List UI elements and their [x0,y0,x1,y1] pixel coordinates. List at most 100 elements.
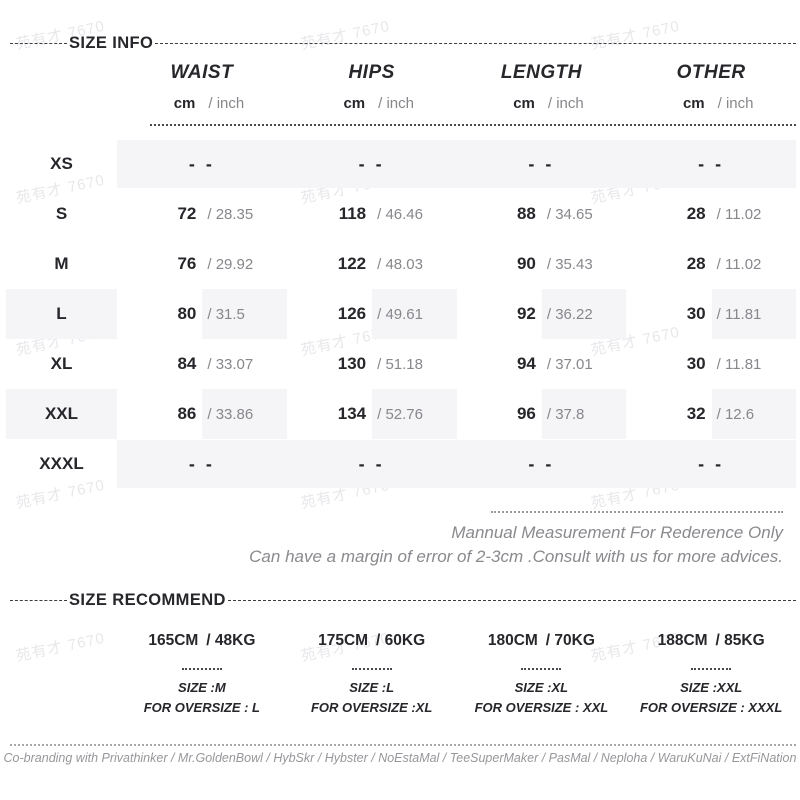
dash-placeholder: - - [698,153,725,174]
inch-value: / 36.22 [541,289,627,339]
cm-value: 28 [686,254,706,273]
table-cell: - - [117,139,287,189]
recommended-oversize: FOR OVERSIZE : XXL [474,700,609,715]
size-label: S [55,204,68,223]
inch-value: / 33.07 [207,355,254,373]
dotted-rule [691,668,732,670]
table-cell: - - [626,139,796,189]
size-table: XS - - - - - - - - [6,139,796,489]
size-label: L [6,289,117,339]
dotted-rule [351,668,392,670]
table-cell: - - [117,439,287,489]
label-column-spacer [6,95,117,112]
inch-value: / 51.18 [377,355,423,373]
inch-value: / 46.46 [377,205,423,223]
unit-cm-label: cm [513,95,535,112]
unit-inch-label: / inch [547,95,584,112]
size-label: XL [50,354,73,373]
recommend-block: 188CM / 85KG SIZE :XXL FOR OVERSIZE : XX… [626,631,796,715]
inch-value: / 11.02 [716,205,762,223]
dotted-rule [181,668,222,670]
unit-cell: cm / inch [287,95,457,112]
inch-value: / 48.03 [377,255,423,273]
height-weight: 165CM / 48KG [148,631,255,651]
table-row-s: S 72 / 28.35 118 / 46.46 88 / 34.65 28 /… [6,189,796,239]
cm-value: 76 [177,254,197,273]
recommended-size: SIZE :XL [514,680,569,695]
weight-value: / 70KG [545,632,595,649]
cm-value: 130 [337,354,367,373]
cm-value: 84 [177,354,197,373]
inch-value: / 37.8 [541,389,627,439]
measurement-note-line2: Can have a margin of error of 2-3cm .Con… [249,547,783,566]
dash-placeholder: - - [188,153,215,174]
height-value: 175CM [318,632,369,649]
recommend-block: 180CM / 70KG SIZE :XL FOR OVERSIZE : XXL [457,631,627,715]
unit-cell: cm / inch [457,95,627,112]
size-recommend-heading: SIZE RECOMMEND [10,591,796,609]
measurement-note-line1: Mannual Measurement For Rederence Only [451,523,783,542]
table-row-m: M 76 / 29.92 122 / 48.03 90 / 35.43 28 /… [6,239,796,289]
cm-value: 30 [686,354,706,373]
units-row: cm / inch cm / inch cm / inch cm / inch [6,95,796,112]
recommended-oversize: FOR OVERSIZE :XL [310,700,433,715]
table-cell: 80 / 31.5 [117,289,287,339]
inch-value: / 52.76 [372,389,457,439]
size-info-heading: SIZE INFO [10,34,796,52]
height-value: 180CM [487,632,538,649]
column-header-length: LENGTH [500,62,582,83]
inch-value: / 11.81 [716,355,762,373]
height-weight: 188CM / 85KG [658,631,765,651]
recommended-oversize: FOR OVERSIZE : L [143,700,261,715]
size-label: XXL [6,389,117,439]
column-header-other: OTHER [676,62,746,83]
inch-value: / 31.5 [202,289,287,339]
table-cell: 32 / 12.6 [626,389,796,439]
table-cell: 126 / 49.61 [287,289,457,339]
table-row-l: L 80 / 31.5 126 / 49.61 92 / 36.22 30 / … [6,289,796,339]
cm-value: 30 [686,304,706,323]
dashed-rule [227,599,796,601]
table-cell: 30 / 11.81 [626,339,796,389]
table-cell: 76 / 29.92 [117,239,287,289]
cm-value: 118 [338,204,367,223]
dotted-rule [521,668,562,670]
weight-value: / 48KG [206,632,256,649]
inch-value: / 34.65 [546,205,593,223]
inch-value: / 35.43 [546,255,593,273]
label-column-spacer [6,62,117,84]
table-cell: 96 / 37.8 [457,389,627,439]
unit-cm-label: cm [173,95,196,112]
size-recommend-blocks: 165CM / 48KG SIZE :M FOR OVERSIZE : L 17… [117,631,796,715]
table-cell: 134 / 52.76 [287,389,457,439]
watermark: 苑有才 7670 [14,629,107,666]
row-band [117,440,796,488]
table-cell: - - [457,139,627,189]
inch-value: / 11.81 [711,289,796,339]
table-cell: 28 / 11.02 [626,239,796,289]
cm-value: 96 [516,404,536,423]
cm-value: 122 [337,254,367,273]
inch-value: / 11.02 [716,255,762,273]
column-header-waist: WAIST [170,62,234,83]
size-label: XXXL [39,454,84,473]
dash-placeholder: - - [528,153,555,174]
unit-inch-label: / inch [717,95,754,112]
cm-value: 134 [337,404,367,423]
column-header-hips: HIPS [348,62,395,83]
inch-value: / 33.86 [202,389,287,439]
size-label: XS [50,154,73,173]
dash-placeholder: - - [358,453,385,474]
size-info-title: SIZE INFO [69,33,154,52]
cm-value: 88 [516,204,536,223]
table-row-xxxl: XXXL - - - - - - - - [6,439,796,489]
inch-value: / 29.92 [207,255,254,273]
table-cell: - - [626,439,796,489]
table-cell: 118 / 46.46 [287,189,457,239]
dash-placeholder: - - [188,453,215,474]
table-cell: 94 / 37.01 [457,339,627,389]
cm-value: 86 [177,404,197,423]
table-cell: - - [287,139,457,189]
table-cell: 86 / 33.86 [117,389,287,439]
height-weight: 175CM / 60KG [318,631,425,651]
